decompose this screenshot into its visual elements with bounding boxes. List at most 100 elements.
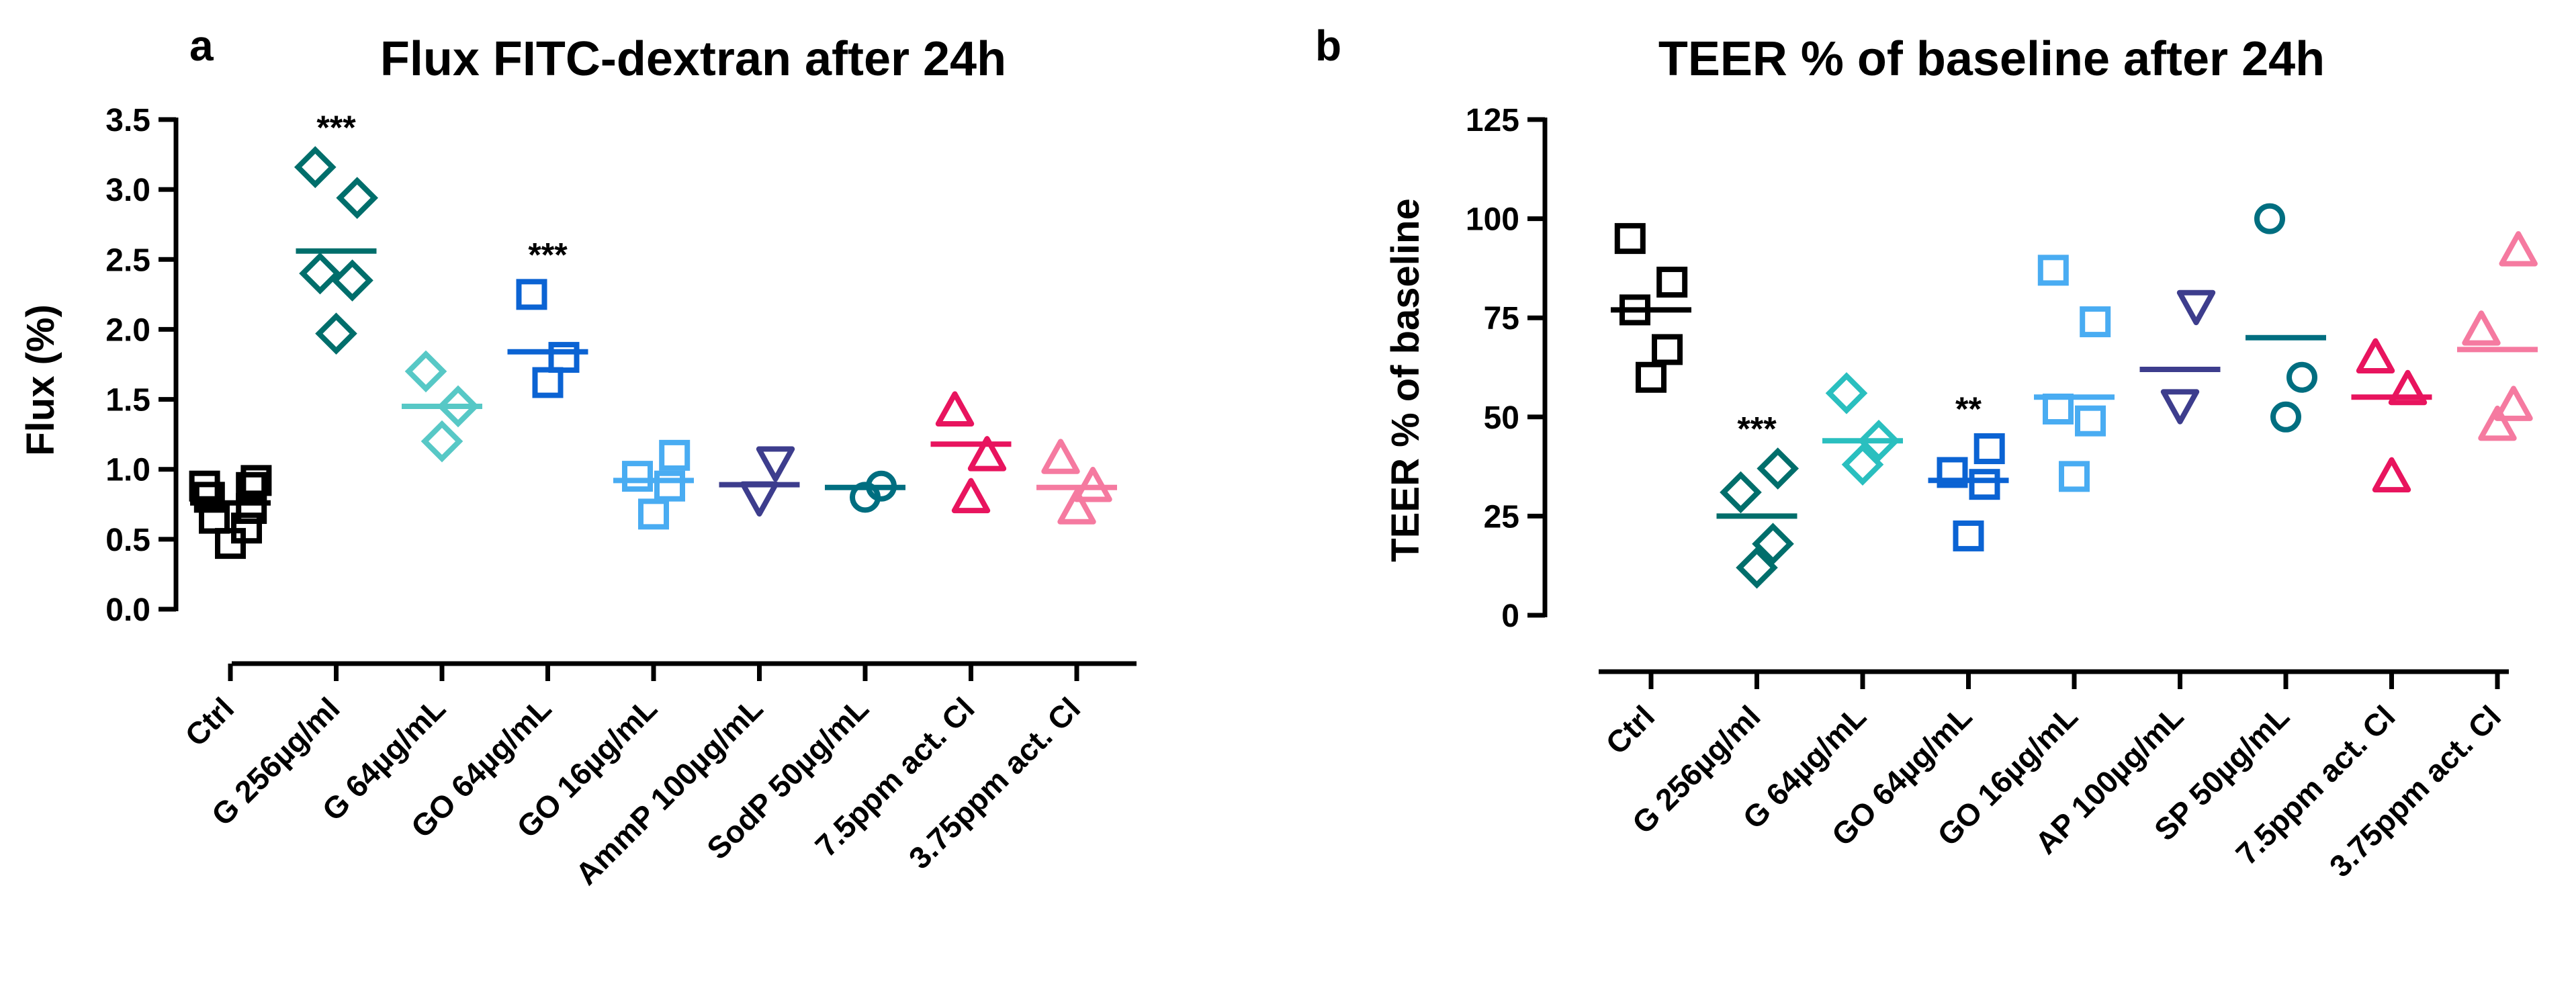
y-tick-label: 2.0	[105, 312, 150, 348]
data-point-7-5ppm-act-cl	[2372, 457, 2411, 493]
y-tick-label: 1.5	[105, 383, 150, 418]
data-point-g-256ug-ml	[1736, 546, 1778, 589]
panel-a-mean-lines	[190, 248, 1117, 506]
data-point-sp-50ug-ml	[2270, 401, 2301, 433]
data-point-ctrl	[1636, 361, 1667, 393]
panel-b-teer-chart: b TEER % of baseline after 24h TEER % of…	[1315, 21, 2538, 884]
y-tick-label: 50	[1484, 400, 1519, 436]
y-tick-label: 125	[1466, 103, 1519, 138]
panel-b-letter: b	[1315, 21, 1341, 70]
data-point-go-16ug-ml	[2075, 405, 2106, 437]
significance-mark-g-256ug-ml: ***	[316, 109, 356, 146]
data-point-ctrl	[236, 472, 267, 503]
data-point-sodp-50ug-ml	[866, 470, 897, 502]
data-point-go-16ug-ml	[2043, 393, 2074, 424]
data-point-sp-50ug-ml	[2254, 203, 2285, 234]
data-point-go-64ug-ml	[1937, 457, 1968, 488]
data-point-ctrl	[1656, 267, 1688, 298]
data-point-7-5ppm-act-cl	[935, 391, 975, 427]
data-point-ctrl	[1619, 294, 1650, 326]
data-point-g-256ug-ml	[1752, 523, 1794, 566]
data-point-g-64ug-ml	[404, 350, 447, 393]
panel-a-data-points	[189, 146, 1112, 559]
data-point-ammp-100ug-ml	[756, 446, 795, 482]
panel-b-axes: 0 25 50 75 100 125	[1466, 103, 2509, 689]
y-tick-label: 0.0	[105, 592, 150, 628]
data-point-7-5ppm-act-cl	[967, 436, 1007, 472]
data-point-g-64ug-ml	[1857, 419, 1900, 462]
data-point-go-64ug-ml	[1953, 520, 1984, 551]
data-point-go-16ug-ml	[638, 498, 669, 530]
data-point-3-75ppm-act-cl	[2478, 405, 2517, 441]
panel-a-title: Flux FITC-dextran after 24h	[380, 32, 1006, 86]
significance-mark-g-256ug-ml: ***	[1737, 410, 1777, 448]
data-point-3-75ppm-act-cl	[1073, 467, 1112, 502]
data-point-7-5ppm-act-cl	[951, 478, 991, 514]
panel-a-y-axis-label: Flux (%)	[19, 304, 62, 456]
data-point-g-256ug-ml	[336, 177, 379, 219]
data-point-g-256ug-ml	[294, 146, 337, 189]
data-point-sp-50ug-ml	[2286, 361, 2317, 393]
data-point-g-64ug-ml	[420, 420, 463, 463]
data-point-go-64ug-ml	[516, 279, 547, 310]
data-point-g-256ug-ml	[1720, 471, 1762, 514]
data-point-ctrl	[1652, 334, 1683, 365]
data-point-go-16ug-ml	[2059, 461, 2090, 492]
data-point-go-16ug-ml	[659, 439, 691, 471]
data-point-go-64ug-ml	[548, 342, 580, 373]
category-label-ctrl: Ctrl	[178, 690, 240, 753]
data-point-ctrl	[199, 502, 230, 534]
y-tick-label: 0.5	[105, 523, 150, 558]
data-point-go-16ug-ml	[2080, 306, 2111, 338]
data-point-g-256ug-ml	[315, 312, 357, 355]
y-tick-label: 25	[1484, 499, 1519, 535]
y-tick-label: 100	[1466, 202, 1519, 238]
panel-a-significance-marks: *** ***	[316, 109, 568, 274]
data-point-3-75ppm-act-cl	[2494, 386, 2533, 421]
data-point-g-64ug-ml	[1841, 443, 1884, 486]
data-point-g-256ug-ml	[1757, 447, 1800, 490]
data-point-3-75ppm-act-cl	[2499, 231, 2538, 267]
y-tick-label: 3.5	[105, 103, 150, 138]
significance-mark-go-64ug-ml: ***	[528, 236, 568, 273]
data-point-g-64ug-ml	[1825, 372, 1868, 414]
data-point-ctrl	[189, 470, 220, 502]
data-point-3-75ppm-act-cl	[2462, 310, 2501, 346]
y-tick-label: 0	[1501, 598, 1519, 634]
y-tick-label: 75	[1484, 301, 1519, 337]
panel-b-data-points	[1614, 203, 2538, 589]
data-point-ap-100ug-ml	[2176, 289, 2216, 326]
data-point-go-16ug-ml	[654, 470, 685, 502]
data-point-g-256ug-ml	[331, 259, 373, 302]
data-point-g-256ug-ml	[299, 252, 341, 295]
category-label-ammp-100ug-ml: AmmP 100µg/mL	[569, 690, 770, 891]
data-point-ctrl	[231, 512, 262, 544]
data-point-go-16ug-ml	[622, 461, 653, 492]
panel-b-title: TEER % of baseline after 24h	[1658, 32, 2325, 86]
data-point-g-64ug-ml	[437, 385, 480, 428]
category-label-ctrl: Ctrl	[1599, 699, 1661, 761]
data-point-ctrl	[1614, 223, 1646, 255]
data-point-3-75ppm-act-cl	[1041, 439, 1080, 474]
panel-b-y-axis-label: TEER % of baseline	[1384, 198, 1427, 562]
data-point-7-5ppm-act-cl	[2388, 369, 2428, 406]
data-point-go-64ug-ml	[1969, 469, 2000, 500]
data-point-ammp-100ug-ml	[740, 481, 779, 517]
panel-a-flux-chart: a Flux FITC-dextran after 24h Flux (%) 0…	[19, 21, 1137, 891]
data-point-ap-100ug-ml	[2160, 389, 2200, 424]
panel-b-significance-marks: *****	[1737, 390, 1982, 448]
significance-mark-go-64ug-ml: **	[1955, 390, 1982, 428]
data-point-ctrl	[240, 465, 272, 496]
y-tick-label: 2.5	[105, 242, 150, 278]
y-tick-label: 3.0	[105, 173, 150, 208]
data-point-3-75ppm-act-cl	[1057, 489, 1096, 525]
panel-a-letter: a	[189, 21, 214, 70]
y-tick-label: 1.0	[105, 453, 150, 488]
panel-a-axes: 0.0 0.5 1.0 1.5 2.0 2.5 3.0 3.5	[105, 103, 1137, 681]
data-point-go-64ug-ml	[532, 367, 564, 398]
data-point-go-64ug-ml	[1973, 433, 2005, 465]
data-point-7-5ppm-act-cl	[2356, 338, 2395, 373]
